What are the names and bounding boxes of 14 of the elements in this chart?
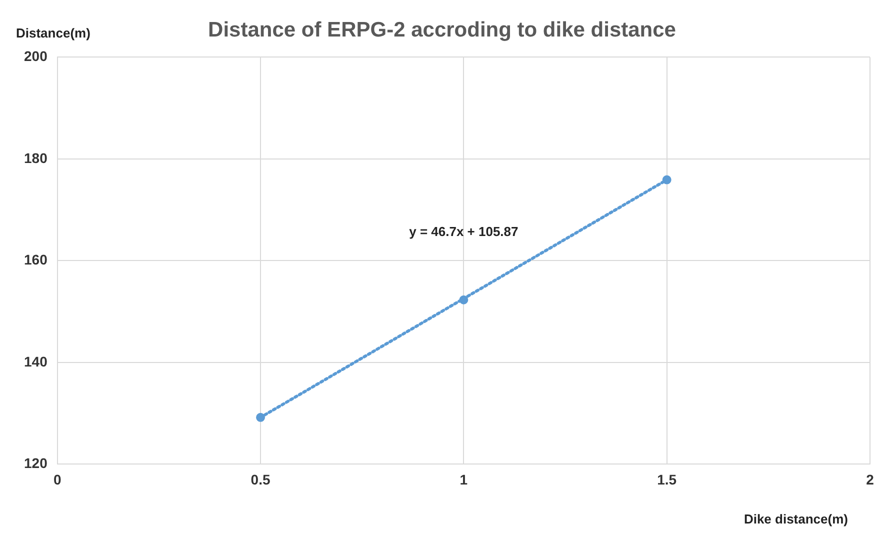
x-tick-label: 1 xyxy=(460,471,468,488)
x-tick-label: 0 xyxy=(53,471,62,488)
y-tick-label: 120 xyxy=(24,455,48,472)
x-axis-title: Dike distance(m) xyxy=(744,512,848,527)
annotation: y = 46.7x + 105.87 xyxy=(409,224,518,239)
chart-title: Distance of ERPG-2 accroding to dike distance xyxy=(208,18,676,42)
x-tick-label: 1.5 xyxy=(657,471,677,488)
y-axis-title: Distance(m) xyxy=(16,26,90,41)
y-tick-label: 180 xyxy=(24,150,48,166)
x-tick-label: 2 xyxy=(866,471,874,488)
y-tick-label: 160 xyxy=(24,252,48,268)
y-tick-label: 140 xyxy=(24,353,48,370)
x-tick-label: 0.5 xyxy=(250,471,270,488)
y-tick-label: 200 xyxy=(24,48,48,64)
